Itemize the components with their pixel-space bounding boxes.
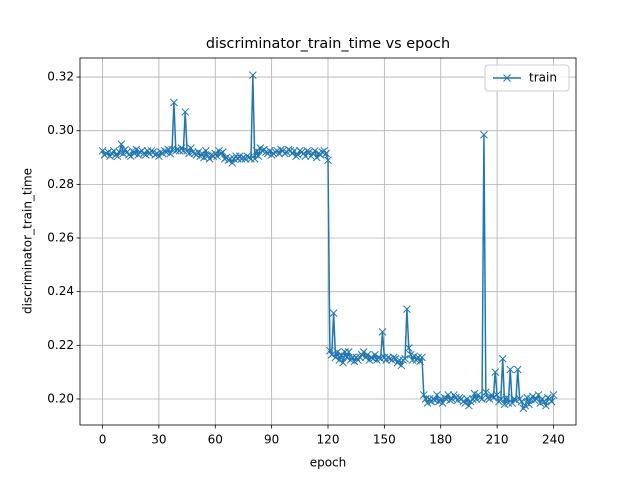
y-tick-label: 0.30 — [47, 123, 74, 137]
data-marker — [344, 348, 353, 356]
data-marker — [250, 155, 259, 163]
data-marker — [504, 399, 513, 407]
data-marker — [166, 149, 175, 158]
data-marker — [542, 401, 550, 410]
data-marker — [508, 399, 516, 407]
data-marker — [418, 353, 426, 362]
data-marker — [465, 401, 473, 410]
legend-marker — [503, 74, 511, 82]
data-marker — [341, 348, 349, 356]
x-tick-label: 0 — [99, 433, 107, 447]
data-marker — [117, 140, 126, 148]
x-axis-label: epoch — [310, 456, 347, 470]
data-marker — [226, 155, 235, 163]
data-marker — [327, 350, 336, 359]
x-tick-label: 30 — [151, 433, 166, 447]
data-marker — [113, 152, 122, 161]
data-marker — [549, 391, 558, 399]
data-marker — [310, 146, 319, 155]
data-marker — [371, 350, 379, 359]
data-marker — [322, 149, 330, 158]
data-marker — [408, 356, 417, 364]
data-marker — [252, 146, 261, 155]
y-tick-label: 0.20 — [47, 391, 74, 405]
data-marker — [164, 145, 173, 154]
data-marker — [342, 353, 351, 362]
x-tick-label: 210 — [486, 433, 509, 447]
data-marker — [463, 395, 471, 403]
data-marker — [331, 353, 340, 362]
data-marker — [218, 148, 227, 157]
data-marker — [416, 357, 424, 366]
data-marker — [228, 159, 237, 167]
data-marker — [179, 146, 188, 155]
data-marker — [339, 358, 347, 367]
data-marker — [170, 98, 178, 107]
data-marker — [414, 353, 423, 362]
data-marker — [363, 350, 372, 359]
data-marker — [421, 395, 430, 403]
data-marker — [480, 130, 488, 139]
data-marker — [198, 149, 206, 158]
data-marker — [324, 156, 332, 165]
data-marker — [275, 149, 284, 158]
data-marker — [333, 348, 342, 356]
y-tick-label: 0.26 — [47, 231, 74, 245]
data-marker — [326, 346, 334, 355]
data-marker — [186, 144, 195, 152]
data-marker — [202, 146, 210, 155]
y-tick-label: 0.32 — [47, 70, 74, 84]
data-marker — [378, 328, 387, 336]
y-tick-label: 0.28 — [47, 177, 74, 191]
x-tick-label: 240 — [542, 433, 565, 447]
data-marker — [468, 395, 477, 403]
legend-box — [484, 64, 570, 92]
plot-frame — [79, 57, 577, 426]
data-marker — [181, 108, 190, 116]
data-marker — [401, 354, 409, 363]
data-marker — [491, 368, 500, 377]
data-marker — [397, 361, 406, 370]
data-marker — [337, 350, 346, 359]
data-marker — [335, 356, 344, 364]
data-marker — [126, 152, 135, 161]
data-marker — [403, 305, 411, 313]
data-marker — [404, 344, 413, 352]
legend-label: train — [529, 71, 557, 85]
data-marker — [489, 393, 498, 402]
chart-title: discriminator_train_time vs epoch — [206, 36, 450, 52]
data-marker — [329, 309, 338, 317]
data-marker — [525, 400, 533, 409]
data-marker — [359, 348, 368, 356]
data-marker — [506, 365, 515, 374]
data-marker — [513, 365, 522, 374]
x-tick-label: 150 — [373, 433, 396, 447]
x-tick-label: 180 — [429, 433, 452, 447]
data-marker — [254, 152, 263, 161]
x-tick-label: 120 — [317, 433, 340, 447]
data-marker — [547, 397, 556, 406]
x-tick-label: 90 — [264, 433, 279, 447]
data-marker — [498, 354, 507, 363]
y-tick-label: 0.22 — [47, 338, 74, 352]
data-marker — [348, 353, 357, 362]
data-marker — [419, 391, 428, 399]
data-marker — [481, 388, 490, 397]
data-marker — [213, 152, 222, 161]
y-axis-label: discriminator_train_time — [21, 168, 35, 314]
data-marker — [247, 155, 255, 163]
y-tick-label: 0.24 — [47, 284, 74, 298]
data-marker — [248, 71, 257, 80]
x-tick-label: 60 — [208, 433, 223, 447]
